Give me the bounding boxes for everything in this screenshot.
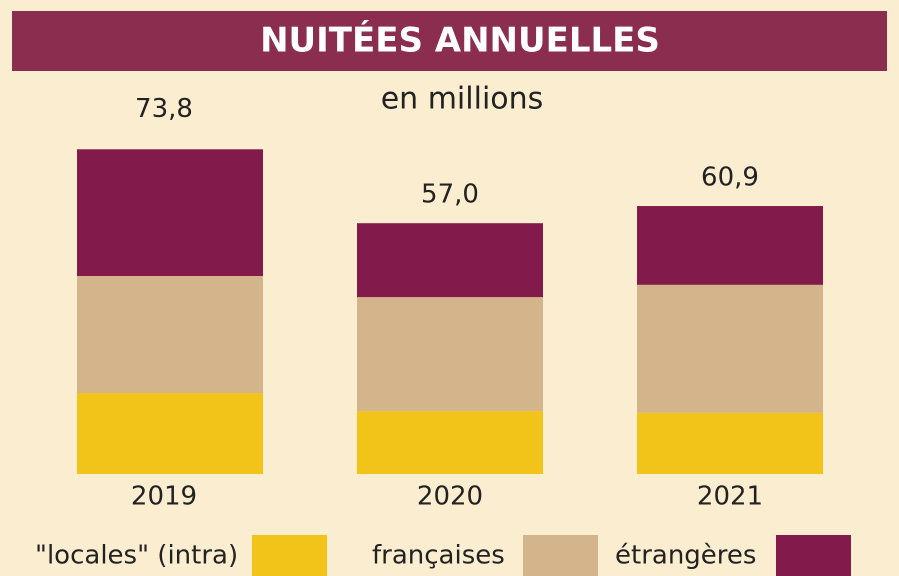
total-label: 60,9 xyxy=(701,163,759,193)
total-label: 57,0 xyxy=(421,180,479,210)
title-banner xyxy=(12,11,887,71)
chart-subtitle: en millions xyxy=(381,82,544,117)
bar-segment xyxy=(357,223,543,298)
legend-label: "locales" (intra) xyxy=(35,541,238,571)
bar-segment xyxy=(637,206,823,285)
legend-swatch xyxy=(252,535,327,576)
x-tick-label: 2019 xyxy=(131,482,197,512)
legend-swatch xyxy=(776,535,851,576)
x-tick-label: 2021 xyxy=(697,482,763,512)
bar-segment xyxy=(77,276,263,394)
total-label: 73,8 xyxy=(135,94,193,124)
legend-label: françaises xyxy=(372,541,505,571)
bar-segment xyxy=(77,393,263,474)
bar-segment xyxy=(77,149,263,276)
chart-title: NUITÉES ANNUELLES xyxy=(260,20,660,61)
bar-segment xyxy=(357,411,543,474)
legend-swatch xyxy=(523,535,598,576)
bar-segment xyxy=(357,297,543,412)
legend-label: étrangères xyxy=(615,541,756,571)
x-tick-label: 2020 xyxy=(417,482,483,512)
bar-segment xyxy=(637,284,823,413)
bar-segment xyxy=(637,412,823,474)
